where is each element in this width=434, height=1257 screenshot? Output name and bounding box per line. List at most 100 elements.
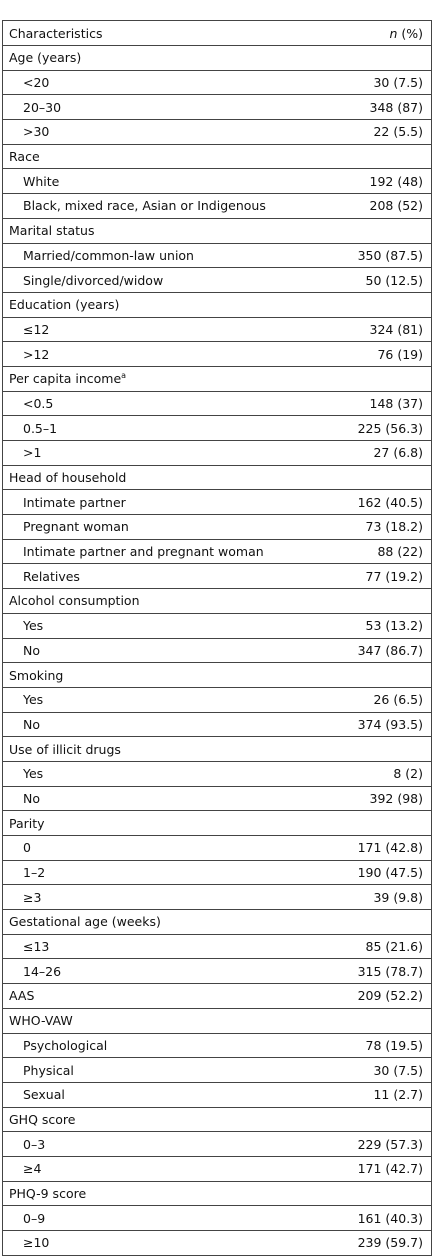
- section-label-text: PHQ-9 score: [9, 1185, 87, 1201]
- header-label: Characteristics: [9, 25, 103, 41]
- section-label: Alcohol consumption: [9, 593, 140, 608]
- section-label: Marital status: [9, 223, 94, 238]
- section-label: Parity: [9, 816, 45, 831]
- section-row: WHO-VAW: [3, 1007, 431, 1033]
- section-row: Alcohol consumption: [3, 588, 431, 613]
- item-label: Sexual: [23, 1087, 65, 1103]
- item-label: Single/divorced/widow: [23, 272, 164, 288]
- section-row: Age (years): [3, 45, 431, 70]
- section-label-text: AAS: [9, 988, 35, 1004]
- item-row: 0 171 (42.8): [3, 835, 431, 860]
- section-label: GHQ score: [9, 1112, 76, 1127]
- section-label-text: Head of household: [9, 470, 127, 486]
- item-row: No 392 (98): [3, 785, 431, 811]
- item-label: Relatives: [23, 568, 80, 584]
- section-row: Education (years): [3, 291, 431, 317]
- item-value: 392 (98): [369, 790, 424, 806]
- item-row: Sexual 11 (2.7): [3, 1081, 431, 1107]
- item-row: >30 22 (5.5): [3, 119, 431, 144]
- item-row: 0.5–1 225 (56.3): [3, 415, 431, 440]
- item-row: Relatives 77 (19.2): [3, 563, 431, 588]
- item-label: Psychological: [23, 1037, 108, 1053]
- item-label: <20: [23, 75, 50, 91]
- section-label-text: GHQ score: [9, 1111, 76, 1127]
- item-label: 0: [23, 840, 31, 856]
- item-row: 14–26 315 (78.7): [3, 958, 431, 983]
- section-row: PHQ-9 score: [3, 1180, 431, 1206]
- item-row: Intimate partner 162 (40.5): [3, 489, 431, 514]
- item-row: No 374 (93.5): [3, 711, 431, 737]
- section-row: Smoking: [3, 662, 431, 687]
- section-label: WHO-VAW: [9, 1013, 73, 1028]
- item-value: 26 (6.5): [373, 692, 423, 708]
- section-label: Age (years): [9, 50, 81, 65]
- item-label: 0.5–1: [23, 420, 58, 436]
- section-label: PHQ-9 score: [9, 1186, 86, 1201]
- item-label: >1: [23, 445, 42, 461]
- section-label: Race: [9, 149, 40, 164]
- item-row: <20 30 (7.5): [3, 69, 431, 95]
- table: Characteristics n (%) Age (years) <20 30 (…: [2, 20, 432, 1256]
- item-value: 347 (86.7): [357, 642, 423, 658]
- item-value: 77 (19.2): [365, 568, 423, 584]
- item-label: ≤12: [23, 321, 50, 337]
- item-label: Intimate partner: [23, 494, 126, 510]
- item-value: 192 (48): [369, 173, 424, 189]
- section-label: Smoking: [9, 668, 63, 683]
- item-label: ≥10: [23, 1235, 50, 1251]
- item-label: ≥4: [23, 1161, 42, 1177]
- item-label: No: [23, 716, 40, 732]
- item-value: 374 (93.5): [357, 716, 423, 732]
- item-label: White: [23, 173, 60, 189]
- section-row: Parity: [3, 810, 431, 835]
- item-label: 0–9: [23, 1210, 46, 1226]
- item-row: ≥3 39 (9.8): [3, 884, 431, 909]
- item-value: 171 (42.8): [357, 840, 423, 856]
- item-label: Yes: [23, 692, 44, 708]
- section-row: Race: [3, 143, 431, 169]
- item-label: 1–2: [23, 865, 46, 881]
- item-value: 162 (40.5): [357, 494, 423, 510]
- item-value: 30 (7.5): [373, 75, 423, 91]
- item-row: Intimate partner and pregnant woman 88 (2…: [3, 538, 431, 564]
- item-value: 73 (18.2): [365, 519, 423, 535]
- section-row: AAS 209 (52.2): [3, 983, 431, 1008]
- item-row: >12 76 (19): [3, 341, 431, 366]
- item-row: 20–30 348 (87): [3, 94, 431, 119]
- item-value: 85 (21.6): [365, 939, 423, 955]
- item-row: Yes 26 (6.5): [3, 686, 431, 712]
- section-label-text: Use of illicit drugs: [9, 741, 121, 757]
- item-value: 239 (59.7): [357, 1235, 423, 1251]
- item-row: ≤12 324 (81): [3, 316, 431, 342]
- item-row: Single/divorced/widow 50 (12.5): [3, 267, 431, 292]
- header-value: n (%): [389, 26, 423, 41]
- item-value: 8 (2): [393, 766, 423, 782]
- item-label: Black, mixed race, Asian or Indigenous: [23, 198, 266, 214]
- section-label-text: Marital status: [9, 223, 95, 239]
- section-label-text: Race: [9, 149, 40, 165]
- section-label-text: Gestational age (weeks): [9, 914, 161, 930]
- item-row: ≥10 239 (59.7): [3, 1230, 431, 1255]
- item-label: Intimate partner and pregnant woman: [23, 544, 264, 560]
- item-label: ≥3: [23, 889, 42, 905]
- item-row: 0–3 229 (57.3): [3, 1131, 431, 1156]
- item-value: 348 (87): [369, 99, 424, 115]
- item-row: Psychological 78 (19.5): [3, 1032, 431, 1058]
- item-label: No: [23, 642, 40, 658]
- item-value: 229 (57.3): [357, 1136, 423, 1152]
- section-label: AAS: [9, 988, 34, 1003]
- item-label: Physical: [23, 1062, 74, 1078]
- item-label: No: [23, 790, 40, 806]
- item-label: Pregnant woman: [23, 519, 129, 535]
- item-value: 190 (47.5): [357, 865, 423, 881]
- item-row: No 347 (86.7): [3, 637, 431, 663]
- section-label: Gestational age (weeks): [9, 914, 161, 929]
- item-row: Pregnant woman 73 (18.2): [3, 514, 431, 539]
- section-label: Per capita incomea: [9, 371, 126, 386]
- item-label: ≤13: [23, 939, 50, 955]
- section-value: 209 (52.2): [357, 988, 423, 1004]
- item-value: 50 (12.5): [365, 272, 423, 288]
- item-label: >30: [23, 124, 50, 140]
- section-row: Marital status: [3, 217, 431, 243]
